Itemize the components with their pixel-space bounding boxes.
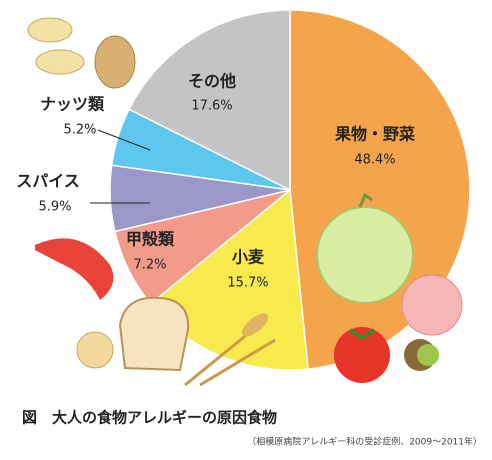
category-label: 甲殻類 [126,230,175,249]
peach-icon [401,274,463,336]
tomato-icon [348,328,376,341]
bread-icon [118,296,190,372]
category-label: ナッツ類 [40,95,105,114]
shrimp-icon [35,238,114,300]
value-label: 7.2% [133,258,166,273]
chart-title: 図 大人の食物アレルギーの原因食物 [22,409,277,427]
wheat-icon [241,313,269,337]
kiwi-icon [417,344,439,366]
value-label: 15.7% [227,276,268,291]
illustrations [27,17,463,387]
category-label: スパイス [16,172,80,191]
value-label: 48.4% [354,153,395,168]
category-label: 小麦 [232,248,265,267]
melon-icon [316,206,414,304]
category-label: 果物・野菜 [334,125,415,144]
cracker-icon [76,331,114,369]
leader-line [97,129,151,151]
pie-slice [128,9,291,192]
value-label: 17.6% [191,99,232,114]
labels: 果物・野菜 48.4% 小麦 15.7% 甲殻類 7.2% スパイス 5.9% ナッツ類 5.2%… [16,72,415,291]
value-label: 5.2% [63,123,96,138]
peanut-icon [94,35,136,89]
nut-icon [27,17,73,43]
value-label: 5.9% [38,200,71,215]
source-note: （相模原病院アレルギー科の受診症例、2009～2011年） [247,436,482,448]
melon-icon [358,192,373,208]
nut-icon [35,49,85,75]
tomato-icon [334,327,390,383]
category-label: その他 [188,72,236,91]
